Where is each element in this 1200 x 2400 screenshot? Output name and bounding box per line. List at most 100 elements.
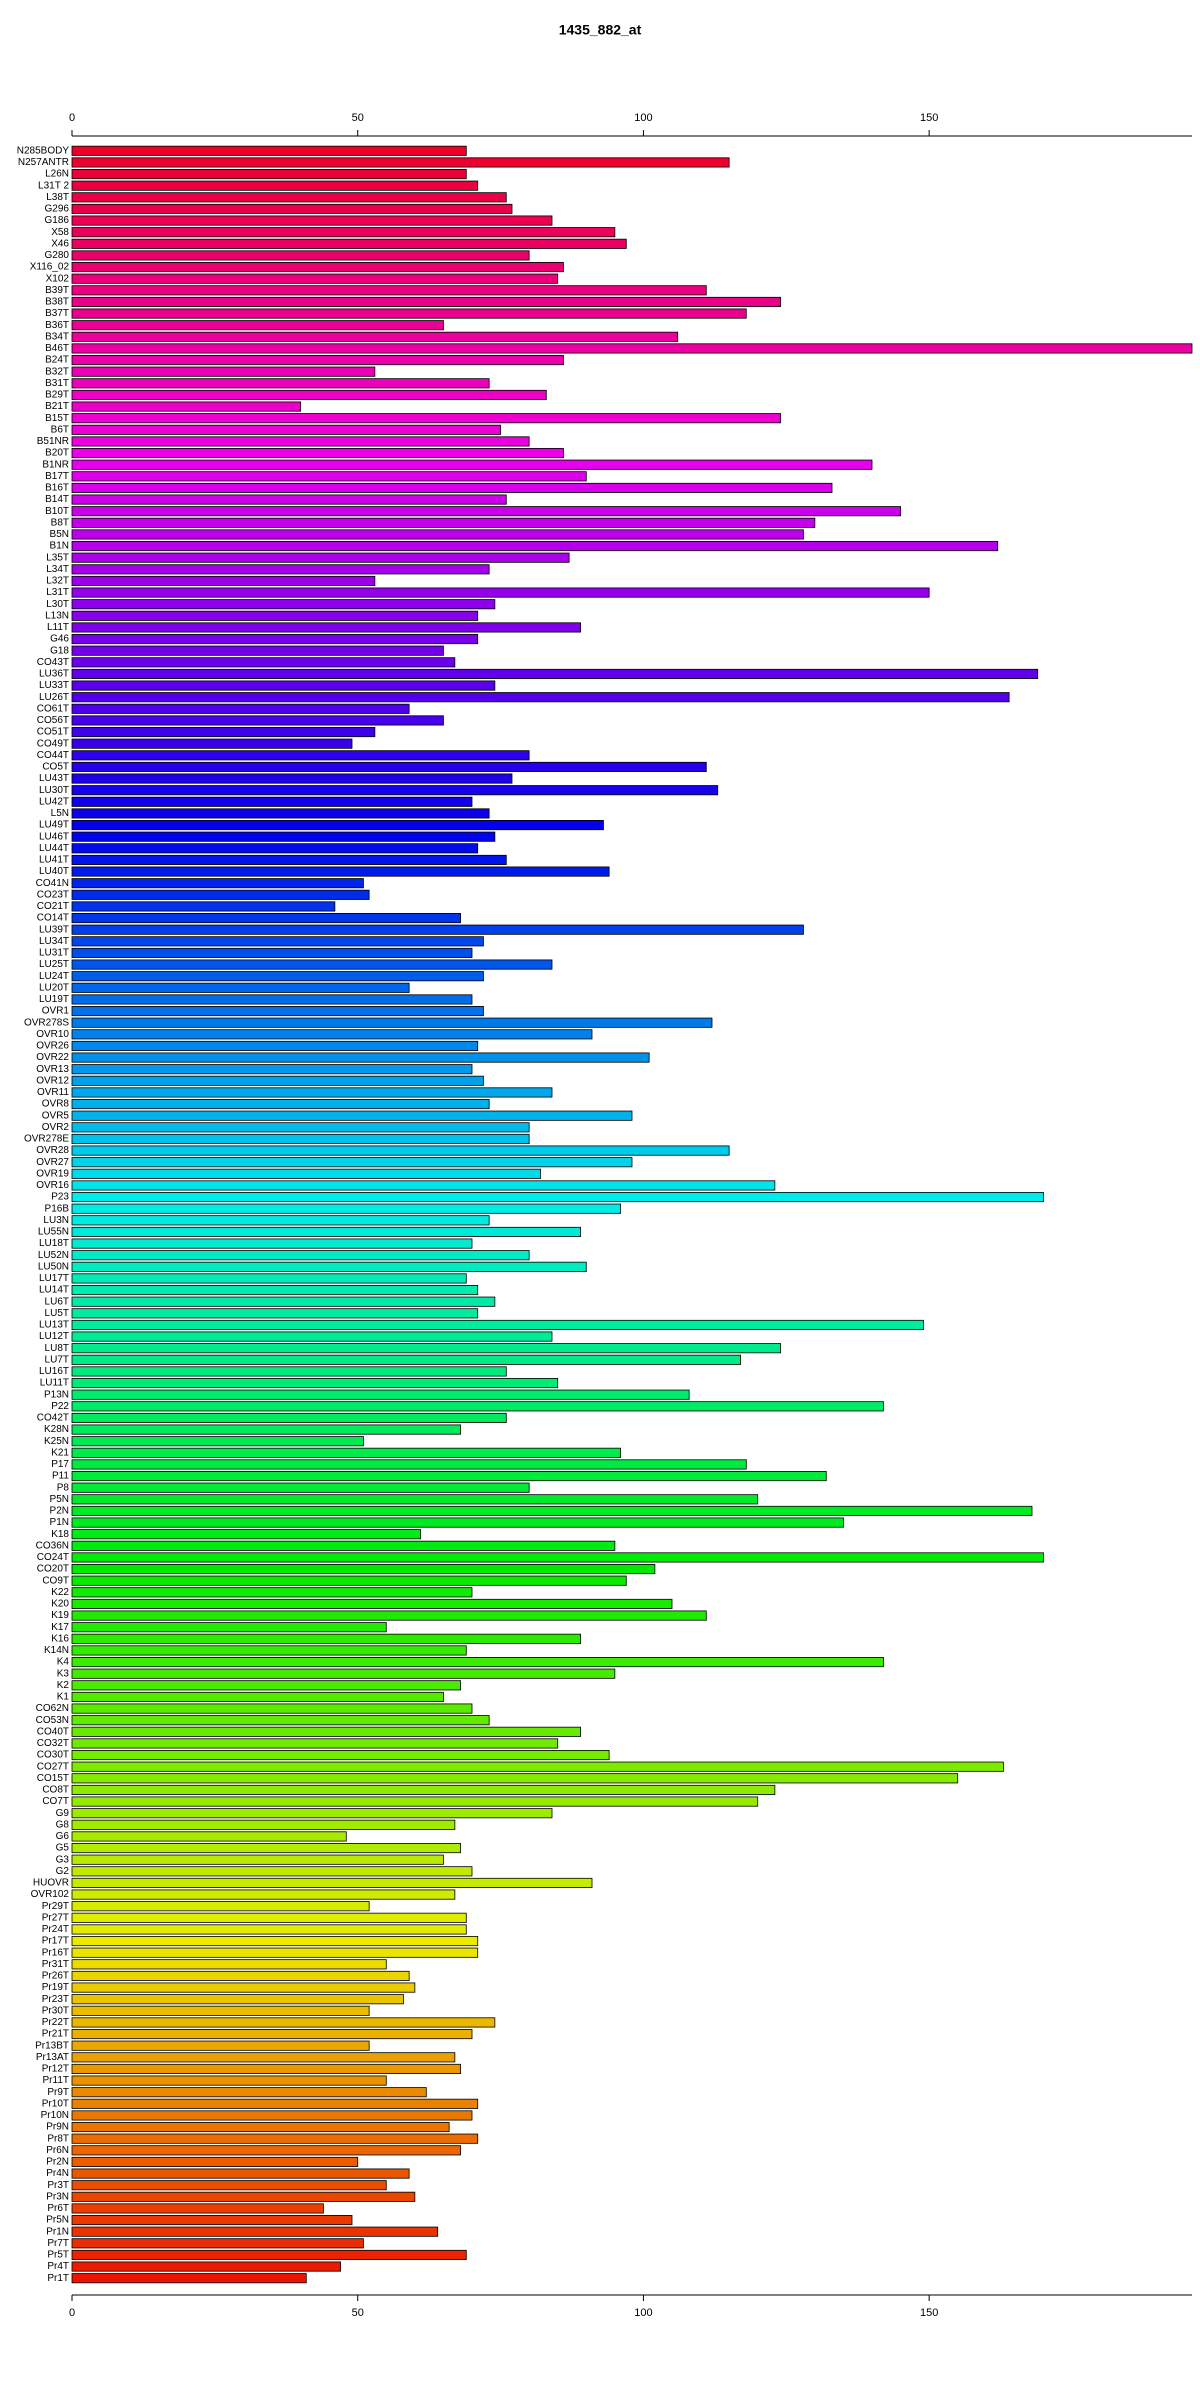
bar <box>71 1075 484 1086</box>
bar <box>71 575 376 586</box>
y-tick-label: B24T <box>45 355 69 366</box>
y-tick-label: HUOVR <box>33 1878 69 1889</box>
y-tick-label: P23 <box>51 1192 69 1203</box>
bar <box>71 1854 444 1865</box>
bar <box>71 796 473 807</box>
y-tick-label: OVR22 <box>36 1052 69 1063</box>
y-tick-label: G9 <box>56 1808 70 1819</box>
y-tick-label: Pr7T <box>47 2238 69 2249</box>
y-tick-label: B17T <box>45 471 69 482</box>
bar <box>71 1773 959 1784</box>
bar <box>71 1505 1033 1516</box>
bar <box>71 2087 427 2098</box>
y-tick-label: G3 <box>56 1854 70 1865</box>
bar <box>71 169 467 180</box>
bar <box>71 2261 341 2272</box>
y-tick-label: Pr13BT <box>35 2040 69 2051</box>
bar <box>71 1180 776 1191</box>
bar <box>71 250 530 261</box>
y-tick-label: Pr5N <box>46 2215 69 2226</box>
bar <box>71 2215 353 2226</box>
bar <box>71 320 444 331</box>
y-tick-label: G280 <box>45 250 70 261</box>
y-tick-label: Pr16T <box>42 1947 69 1958</box>
bar <box>71 610 479 621</box>
bar <box>71 1494 759 1505</box>
x-tick-label: 50 <box>352 112 364 124</box>
y-tick-label: B34T <box>45 331 69 342</box>
y-tick-label: Pr5T <box>47 2250 69 2261</box>
y-tick-label: B51NR <box>37 436 69 447</box>
y-tick-label: P13N <box>44 1389 69 1400</box>
bar <box>71 1970 410 1981</box>
bar <box>71 1215 490 1226</box>
x-tick-label: 0 <box>69 2307 75 2319</box>
bar <box>71 820 604 831</box>
bar <box>71 2029 473 2040</box>
bar <box>71 959 553 970</box>
bar <box>71 1157 633 1168</box>
y-tick-label: OVR278E <box>24 1134 69 1145</box>
bar <box>71 1412 507 1423</box>
bar <box>71 273 559 284</box>
bar <box>71 1424 461 1435</box>
y-tick-label: K1 <box>57 1692 70 1703</box>
bar <box>71 715 444 726</box>
bar <box>71 1668 616 1679</box>
bar <box>71 401 301 412</box>
y-tick-label: K3 <box>57 1668 70 1679</box>
bar <box>71 1343 781 1354</box>
bar <box>71 366 376 377</box>
bar <box>71 599 496 610</box>
y-tick-label: CO9T <box>42 1575 69 1586</box>
bar <box>71 1947 479 1958</box>
bar <box>71 727 376 738</box>
bar <box>71 1354 741 1365</box>
bar <box>71 2145 461 2156</box>
y-tick-label: K16 <box>51 1633 69 1644</box>
y-tick-label: OVR28 <box>36 1145 69 1156</box>
y-tick-label: Pr1T <box>47 2273 69 2284</box>
y-tick-label: Pr30T <box>42 2005 69 2016</box>
y-tick-label: P2N <box>50 1506 69 1517</box>
bar <box>71 878 364 889</box>
bar <box>71 680 496 691</box>
bar <box>71 982 410 993</box>
bar <box>71 1447 621 1458</box>
y-tick-label: P1N <box>50 1517 69 1528</box>
y-tick-label: LU55N <box>38 1227 69 1238</box>
y-tick-label: CO36N <box>36 1540 69 1551</box>
bar <box>71 2005 370 2016</box>
bar <box>71 761 707 772</box>
y-tick-label: CO21T <box>37 901 69 912</box>
y-tick-label: P11 <box>52 1471 69 1482</box>
bar <box>71 924 804 935</box>
y-tick-label: K28N <box>44 1424 69 1435</box>
y-tick-label: K17 <box>51 1622 69 1633</box>
y-tick-label: CO53N <box>36 1715 69 1726</box>
y-tick-label: N285BODY <box>17 145 70 156</box>
y-tick-label: LU39T <box>39 924 69 935</box>
bar <box>71 1866 473 1877</box>
y-tick-label: B1NR <box>42 459 69 470</box>
bar <box>71 1226 581 1237</box>
y-tick-label: OVR16 <box>36 1180 69 1191</box>
bar <box>71 1529 421 1540</box>
y-tick-label: Pr26T <box>42 1971 69 1982</box>
bar <box>71 936 484 947</box>
y-tick-label: B39T <box>45 285 69 296</box>
y-tick-label: G5 <box>56 1843 70 1854</box>
y-tick-label: Pr3T <box>47 2180 69 2191</box>
y-tick-label: K25N <box>44 1436 69 1447</box>
y-tick-label: K20 <box>51 1599 69 1610</box>
bar <box>71 1552 1044 1563</box>
y-tick-label: OVR11 <box>37 1087 69 1098</box>
bar <box>71 2040 370 2051</box>
y-tick-label: B5N <box>50 529 69 540</box>
y-tick-label: K22 <box>51 1587 69 1598</box>
y-tick-label: LU26T <box>39 692 69 703</box>
bar <box>71 2110 473 2121</box>
bar <box>71 971 484 982</box>
y-tick-label: B21T <box>45 401 69 412</box>
bar <box>71 1622 387 1633</box>
